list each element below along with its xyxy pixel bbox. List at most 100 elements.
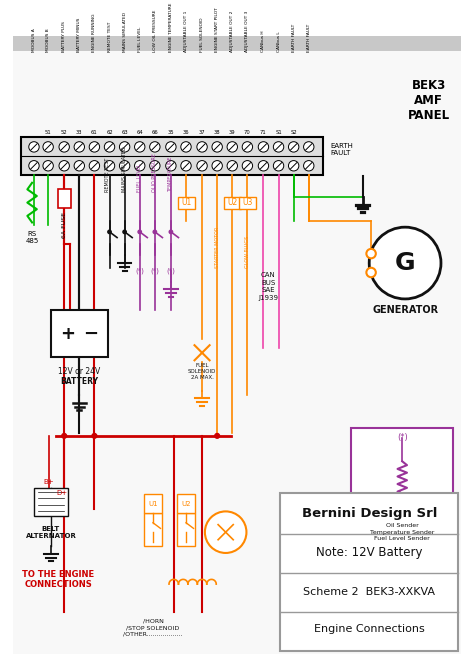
Text: U1: U1: [148, 501, 158, 507]
Bar: [13, 37, 461, 50]
Text: FUEL SOLENOID: FUEL SOLENOID: [200, 18, 204, 52]
Text: 6A FUSE: 6A FUSE: [62, 213, 67, 238]
Bar: [144, 513, 163, 546]
Circle shape: [74, 142, 84, 152]
Text: B+: B+: [44, 479, 55, 485]
Circle shape: [303, 161, 314, 171]
Text: BATTERY MINUS: BATTERY MINUS: [77, 18, 82, 52]
Circle shape: [119, 161, 130, 171]
Circle shape: [74, 161, 84, 171]
Text: BEK3
AMF
PANEL: BEK3 AMF PANEL: [408, 79, 450, 122]
Text: CANbus H: CANbus H: [262, 31, 265, 52]
Text: ADJUSTABLE OUT 3: ADJUSTABLE OUT 3: [246, 11, 249, 52]
Text: MOOBUS B: MOOBUS B: [46, 29, 50, 52]
Circle shape: [366, 267, 376, 277]
Text: G: G: [395, 251, 415, 275]
Bar: [177, 197, 194, 209]
Circle shape: [62, 434, 66, 438]
Bar: [224, 197, 241, 209]
Text: 35: 35: [168, 130, 174, 135]
Circle shape: [150, 142, 160, 152]
Text: 62: 62: [106, 130, 113, 135]
Circle shape: [43, 161, 54, 171]
Text: Engine Connections: Engine Connections: [314, 625, 425, 634]
Circle shape: [258, 161, 269, 171]
Text: +: +: [61, 325, 75, 343]
Text: ENGINE START PILOT: ENGINE START PILOT: [215, 8, 219, 52]
Text: MAINS SIMULATED: MAINS SIMULATED: [123, 12, 127, 52]
Text: EARTH FAULT: EARTH FAULT: [307, 24, 311, 52]
Text: 64: 64: [137, 130, 143, 135]
Text: 70: 70: [244, 130, 251, 135]
Text: FUEL
SOLENOID
2A MAX.: FUEL SOLENOID 2A MAX.: [188, 364, 216, 380]
Text: 66: 66: [152, 130, 158, 135]
Text: REMOTE TEST: REMOTE TEST: [105, 158, 110, 192]
Circle shape: [59, 161, 69, 171]
Circle shape: [205, 511, 246, 553]
Text: (*): (*): [397, 433, 408, 442]
Circle shape: [104, 161, 115, 171]
Circle shape: [215, 434, 219, 438]
Circle shape: [258, 142, 269, 152]
Text: 36: 36: [182, 130, 189, 135]
Text: MAINS SIMULATED: MAINS SIMULATED: [122, 146, 127, 192]
Circle shape: [166, 142, 176, 152]
Text: 71: 71: [260, 130, 267, 135]
Text: CAN
BUS
SAE
J1939: CAN BUS SAE J1939: [258, 273, 278, 301]
Circle shape: [181, 161, 191, 171]
Text: U2: U2: [181, 501, 191, 507]
Circle shape: [135, 161, 145, 171]
Text: Bernini Design Srl: Bernini Design Srl: [301, 507, 437, 520]
Bar: [176, 513, 195, 546]
Text: 37: 37: [199, 130, 205, 135]
Text: TEMPERATURE: TEMPERATURE: [168, 157, 173, 192]
Circle shape: [303, 142, 314, 152]
Bar: [239, 197, 256, 209]
Circle shape: [273, 142, 284, 152]
Text: (*): (*): [166, 267, 175, 274]
Circle shape: [366, 249, 376, 258]
Text: (*): (*): [135, 267, 144, 274]
Bar: [21, 137, 323, 175]
Circle shape: [59, 142, 69, 152]
Circle shape: [242, 142, 253, 152]
Circle shape: [123, 230, 127, 233]
Text: Note: 12V Battery: Note: 12V Battery: [316, 547, 422, 559]
Circle shape: [108, 230, 111, 233]
Circle shape: [289, 142, 299, 152]
Circle shape: [92, 434, 97, 438]
Text: D+: D+: [57, 490, 68, 496]
Circle shape: [89, 161, 100, 171]
Text: U3: U3: [242, 198, 253, 207]
Text: MOOBUS A: MOOBUS A: [32, 29, 36, 52]
Circle shape: [369, 227, 441, 299]
Text: 33: 33: [76, 130, 82, 135]
Circle shape: [197, 142, 207, 152]
Text: U2: U2: [227, 198, 237, 207]
Circle shape: [181, 142, 191, 152]
Text: TO THE ENGINE
CONNECTIONS: TO THE ENGINE CONNECTIONS: [22, 570, 95, 589]
Circle shape: [227, 142, 237, 152]
Text: 52: 52: [61, 130, 68, 135]
Text: CANbus L: CANbus L: [276, 31, 281, 52]
Bar: [176, 494, 195, 513]
Circle shape: [119, 142, 130, 152]
Text: /HORN
/STOP SOLENOID
/OTHER..................: /HORN /STOP SOLENOID /OTHER.............…: [123, 619, 183, 636]
Text: ADJUSTABLE OUT 2: ADJUSTABLE OUT 2: [230, 11, 234, 52]
Text: 39: 39: [229, 130, 236, 135]
Circle shape: [242, 161, 253, 171]
Circle shape: [150, 161, 160, 171]
Text: 51: 51: [45, 130, 52, 135]
Circle shape: [169, 230, 173, 233]
Text: Oil Sender
Temperature Sender
Fuel Level Sender: Oil Sender Temperature Sender Fuel Level…: [370, 523, 435, 542]
Text: BELT
ALTERNATOR: BELT ALTERNATOR: [26, 526, 76, 539]
Circle shape: [289, 161, 299, 171]
Bar: [51, 310, 108, 358]
Circle shape: [212, 161, 222, 171]
Text: 61: 61: [91, 130, 98, 135]
Text: EARTH
FAULT: EARTH FAULT: [330, 143, 353, 156]
Text: Scheme 2  BEK3-XXKVA: Scheme 2 BEK3-XXKVA: [303, 587, 435, 596]
Text: −: −: [83, 325, 98, 343]
Text: (*): (*): [150, 267, 159, 274]
Circle shape: [135, 142, 145, 152]
